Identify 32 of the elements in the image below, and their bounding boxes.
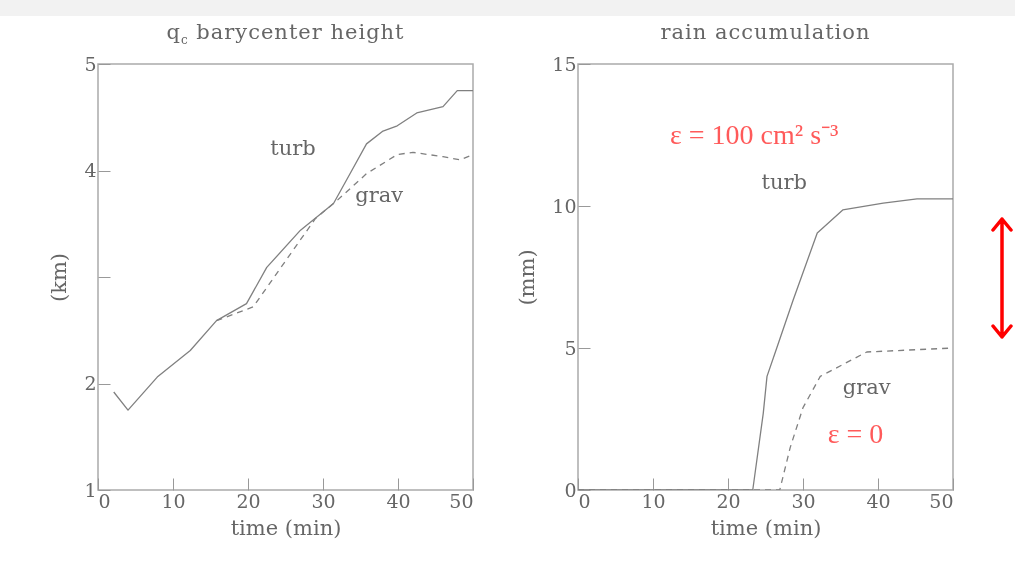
- x-tick-label: 0: [578, 489, 591, 512]
- x-tick-label: 40: [866, 489, 891, 512]
- chart-title: rain accumulation: [659, 20, 872, 44]
- x-tick-label: 10: [641, 489, 666, 512]
- y-axis-title: (mm): [515, 249, 540, 306]
- series-label: grav: [355, 183, 404, 208]
- series-label: grav: [842, 374, 891, 399]
- chart-title: q$_{c}$ barycenter height: [165, 20, 406, 48]
- x-tick-label: 0: [98, 489, 111, 512]
- series-label: turb: [761, 170, 807, 195]
- x-tick-label: 30: [311, 489, 336, 512]
- x-tick-label: 30: [791, 489, 816, 512]
- x-tick-label: 10: [161, 489, 186, 512]
- x-tick-label: 50: [449, 489, 474, 512]
- y-tick-label: 15: [552, 52, 577, 75]
- x-axis-title: time (min): [710, 515, 822, 540]
- annotation: ε = 100 cm² s⁻³: [670, 119, 839, 151]
- x-tick-label: 40: [386, 489, 411, 512]
- x-tick-label: 20: [716, 489, 741, 512]
- y-tick-label: 4: [84, 159, 97, 181]
- y-tick-label: 2: [84, 372, 97, 394]
- y-tick-label: 1: [84, 478, 97, 501]
- y-tick-label: 10: [552, 194, 577, 217]
- line-series: [113, 89, 473, 411]
- y-axis-title: (km): [47, 252, 72, 303]
- annotation: ε = 0: [827, 417, 884, 449]
- x-tick-label: 20: [236, 489, 261, 512]
- x-axis-title: time (min): [230, 515, 342, 540]
- series-label: turb: [270, 136, 316, 161]
- x-tick-label: 50: [929, 489, 954, 512]
- y-tick-label: 5: [84, 52, 97, 75]
- y-tick-label: 5: [564, 336, 577, 359]
